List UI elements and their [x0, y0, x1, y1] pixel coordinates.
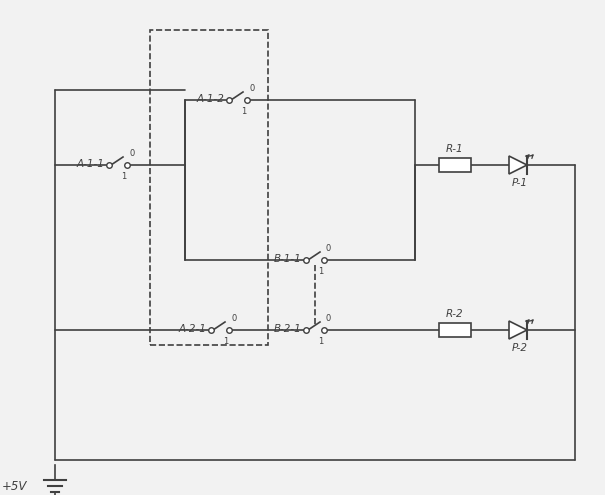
Text: A-2-1: A-2-1 [178, 324, 206, 334]
Polygon shape [509, 321, 527, 339]
Text: 0: 0 [326, 244, 332, 253]
Text: B-2-1: B-2-1 [273, 324, 301, 334]
Text: P-2: P-2 [512, 343, 528, 353]
Text: 0: 0 [129, 149, 134, 158]
Text: A-1-2: A-1-2 [196, 94, 224, 104]
Text: 1: 1 [241, 107, 246, 116]
Text: 1: 1 [121, 172, 126, 181]
Text: A-1-1: A-1-1 [76, 159, 104, 169]
Text: 0: 0 [249, 84, 254, 93]
Text: 1: 1 [318, 267, 323, 276]
Text: R-2: R-2 [446, 309, 464, 319]
Text: B-1-1: B-1-1 [273, 254, 301, 264]
Text: P-1: P-1 [512, 178, 528, 188]
Text: 0: 0 [231, 314, 236, 323]
Text: 1: 1 [223, 337, 228, 346]
Polygon shape [509, 156, 527, 174]
Text: 1: 1 [318, 337, 323, 346]
Text: 0: 0 [326, 314, 332, 323]
Text: +5V: +5V [2, 480, 27, 493]
Bar [439, 323, 471, 337]
Bar [150, 30, 268, 345]
Text: R-1: R-1 [446, 144, 464, 154]
Bar [439, 158, 471, 172]
